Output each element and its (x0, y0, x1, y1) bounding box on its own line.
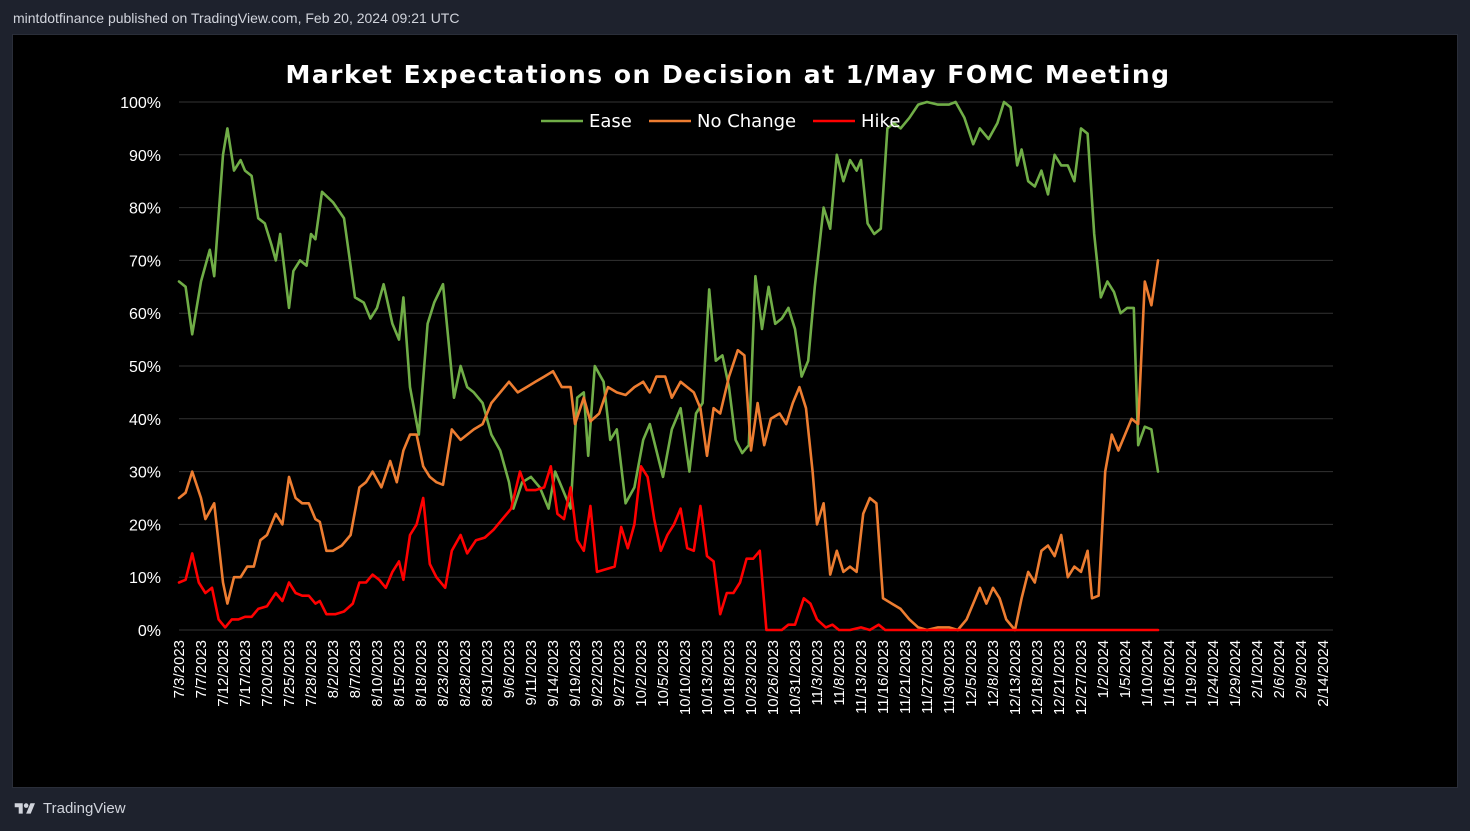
y-tick-label: 70% (129, 253, 161, 270)
chart-background (13, 35, 1457, 787)
y-tick-label: 20% (129, 517, 161, 534)
x-tick-label: 1/16/2024 (1161, 640, 1178, 707)
publish-info: mintdotfinance published on TradingView.… (13, 10, 460, 26)
y-tick-label: 80% (129, 201, 161, 218)
x-tick-label: 8/15/2023 (391, 640, 408, 707)
x-tick-label: 9/6/2023 (501, 640, 518, 698)
x-tick-label: 7/17/2023 (237, 640, 254, 707)
x-tick-label: 8/18/2023 (413, 640, 430, 707)
x-tick-label: 12/13/2023 (1007, 640, 1024, 715)
x-tick-label: 7/7/2023 (193, 640, 210, 698)
legend-label-ease[interactable]: Ease (589, 111, 632, 132)
y-tick-label: 0% (138, 623, 161, 640)
x-tick-label: 8/28/2023 (457, 640, 474, 707)
x-tick-label: 9/14/2023 (545, 640, 562, 707)
x-tick-label: 10/13/2023 (699, 640, 716, 715)
x-tick-label: 7/25/2023 (281, 640, 298, 707)
x-tick-label: 12/27/2023 (1073, 640, 1090, 715)
x-tick-label: 11/21/2023 (897, 640, 914, 714)
x-tick-label: 1/29/2024 (1227, 640, 1244, 707)
x-tick-label: 9/22/2023 (589, 640, 606, 707)
y-tick-label: 100% (120, 95, 161, 112)
x-tick-label: 10/10/2023 (677, 640, 694, 715)
x-tick-label: 11/30/2023 (941, 640, 958, 714)
x-tick-label: 11/3/2023 (809, 640, 826, 706)
legend-label-no-change[interactable]: No Change (697, 111, 796, 132)
x-tick-label: 10/26/2023 (765, 640, 782, 715)
x-tick-label: 8/2/2023 (325, 640, 342, 698)
x-tick-label: 10/2/2023 (633, 640, 650, 707)
chart-frame: Market Expectations on Decision at 1/May… (12, 34, 1458, 788)
series-line-ease (177, 100, 1160, 510)
x-tick-label: 1/24/2024 (1205, 640, 1222, 707)
x-tick-label: 9/11/2023 (523, 640, 540, 706)
x-tick-label: 2/9/2024 (1293, 640, 1310, 698)
x-tick-label: 11/16/2023 (875, 640, 892, 714)
x-tick-label: 2/14/2024 (1315, 640, 1332, 707)
y-tick-label: 90% (129, 148, 161, 165)
x-tick-label: 8/23/2023 (435, 640, 452, 707)
y-tick-label: 40% (129, 412, 161, 429)
x-tick-label: 7/28/2023 (303, 640, 320, 707)
y-tick-label: 30% (129, 465, 161, 482)
x-tick-label: 8/7/2023 (347, 640, 364, 698)
x-tick-label: 7/3/2023 (171, 640, 188, 698)
x-tick-label: 12/8/2023 (985, 640, 1002, 707)
x-tick-label: 9/19/2023 (567, 640, 584, 707)
x-tick-label: 12/5/2023 (963, 640, 980, 707)
x-tick-label: 11/8/2023 (831, 640, 848, 706)
x-tick-label: 9/27/2023 (611, 640, 628, 707)
x-tick-label: 10/23/2023 (743, 640, 760, 715)
x-tick-label: 2/1/2024 (1249, 640, 1266, 698)
x-tick-label: 2/6/2024 (1271, 640, 1288, 698)
x-tick-label: 8/10/2023 (369, 640, 386, 707)
y-axis: 0% 10% 20% 30% 40% 50% 60% 70% 80% 90% 100% (120, 95, 161, 640)
x-tick-label: 10/18/2023 (721, 640, 738, 715)
x-tick-label: 1/19/2024 (1183, 640, 1200, 707)
y-tick-label: 60% (129, 306, 161, 323)
legend-label-hike[interactable]: Hike (861, 111, 900, 132)
x-tick-label: 1/5/2024 (1117, 640, 1134, 698)
footer-brand[interactable]: TradingView (43, 800, 126, 817)
x-tick-label: 12/21/2023 (1051, 640, 1068, 715)
series-line-no-change (177, 259, 1160, 632)
x-tick-label: 8/31/2023 (479, 640, 496, 707)
x-tick-label: 1/10/2024 (1139, 640, 1156, 707)
x-tick-label: 7/20/2023 (259, 640, 276, 707)
x-tick-label: 11/27/2023 (919, 640, 936, 714)
series-group (177, 100, 1160, 632)
y-tick-label: 50% (129, 359, 161, 376)
x-tick-label: 10/31/2023 (787, 640, 804, 715)
x-tick-label: 1/2/2024 (1095, 640, 1112, 698)
x-axis: 7/3/2023 7/7/2023 7/12/2023 7/17/2023 7/20/2… (171, 640, 1332, 715)
x-tick-label: 11/13/2023 (853, 640, 870, 714)
line-chart: Market Expectations on Decision at 1/May… (13, 35, 1457, 787)
x-tick-label: 10/5/2023 (655, 640, 672, 707)
y-tick-label: 10% (129, 570, 161, 587)
grid-lines (179, 101, 1333, 631)
legend: Ease No Change Hike (541, 111, 900, 132)
footer: TradingView (13, 800, 126, 817)
x-tick-label: 7/12/2023 (215, 640, 232, 707)
chart-title: Market Expectations on Decision at 1/May… (285, 60, 1170, 89)
series-line-hike (177, 465, 1160, 632)
x-tick-label: 12/18/2023 (1029, 640, 1046, 715)
tradingview-logo-icon (14, 802, 35, 814)
